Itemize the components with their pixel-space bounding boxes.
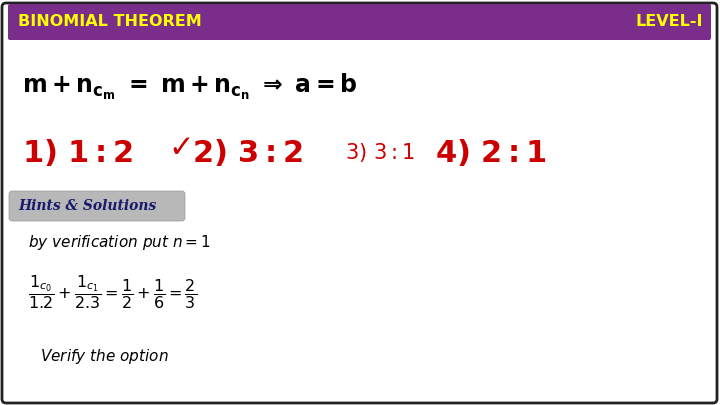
FancyBboxPatch shape xyxy=(8,4,711,40)
FancyBboxPatch shape xyxy=(9,191,185,221)
Text: $\mathit{Verify\ the\ option}$: $\mathit{Verify\ the\ option}$ xyxy=(40,347,168,367)
Text: $\dfrac{1_{c_0}}{1.2} + \dfrac{1_{c_1}}{2.3} = \dfrac{1}{2} + \dfrac{1}{6} = \df: $\dfrac{1_{c_0}}{1.2} + \dfrac{1_{c_1}}{… xyxy=(28,273,197,311)
Text: LEVEL-I: LEVEL-I xyxy=(636,15,703,30)
Text: $\mathbf{1)\ 1:2}$: $\mathbf{1)\ 1:2}$ xyxy=(22,138,133,168)
FancyBboxPatch shape xyxy=(2,3,717,403)
Text: $\mathbf{m + n_{c_m}\ =\ m + n_{c_n}\ \Rightarrow\ a = b}$: $\mathbf{m + n_{c_m}\ =\ m + n_{c_n}\ \R… xyxy=(22,72,358,102)
Text: $\mathbf{2)\ 3:2}$: $\mathbf{2)\ 3:2}$ xyxy=(192,138,303,168)
Text: Hints & Solutions: Hints & Solutions xyxy=(18,199,156,213)
Text: $3)\ 3:1$: $3)\ 3:1$ xyxy=(345,141,415,164)
Text: BINOMIAL THEOREM: BINOMIAL THEOREM xyxy=(18,15,202,30)
Text: $\mathbf{4)\ 2:1}$: $\mathbf{4)\ 2:1}$ xyxy=(435,138,546,168)
Text: $\mathit{by\ verification\ put\ n = 1}$: $\mathit{by\ verification\ put\ n = 1}$ xyxy=(28,232,211,252)
Text: ✓: ✓ xyxy=(168,134,194,164)
